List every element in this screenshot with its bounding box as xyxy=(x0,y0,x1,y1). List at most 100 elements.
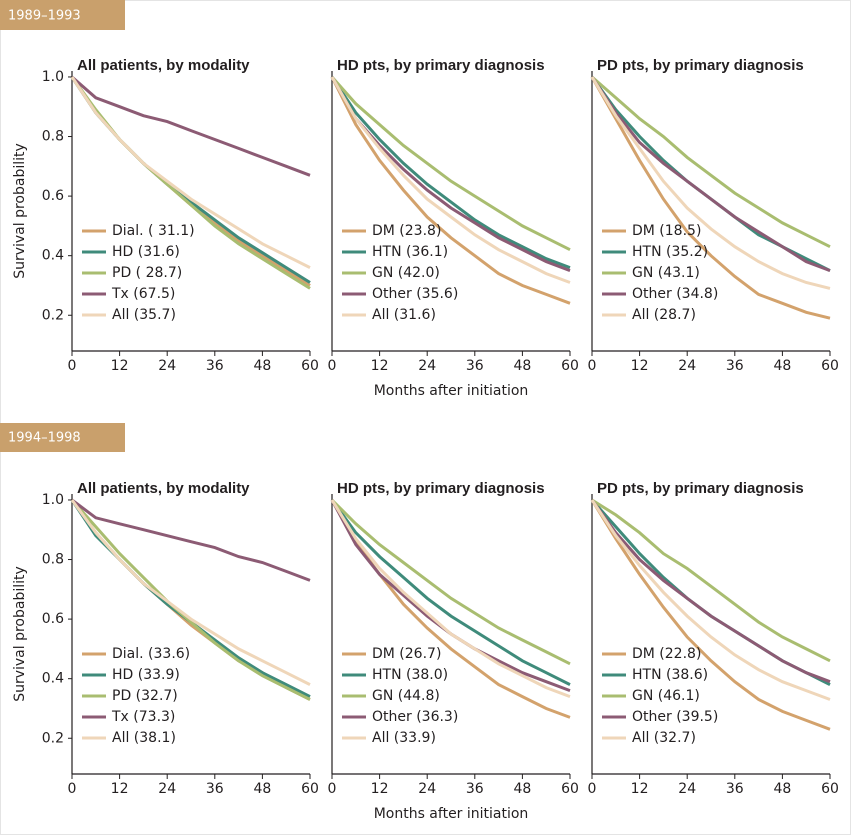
x-tick-label: 0 xyxy=(328,358,337,374)
legend-label: Other (35.6) xyxy=(372,286,458,302)
series-line xyxy=(70,499,311,701)
x-tick-label: 0 xyxy=(68,781,77,797)
y-tick-label: 0.4 xyxy=(42,671,64,687)
legend-label: Tx (73.3) xyxy=(111,709,175,725)
series-line xyxy=(591,75,831,249)
legend-label: DM (23.8) xyxy=(372,223,441,239)
y-tick-label: 1.0 xyxy=(42,492,64,508)
x-tick-label: 24 xyxy=(678,358,696,374)
x-tick-label: 12 xyxy=(631,358,649,374)
y-tick-label: 0.8 xyxy=(42,129,64,145)
series-line xyxy=(330,76,571,305)
legend-label: GN (42.0) xyxy=(372,265,440,281)
series-line xyxy=(590,76,831,290)
y-tick-label: 1.0 xyxy=(42,69,64,85)
legend-label: All (31.6) xyxy=(372,307,436,323)
x-tick-label: 48 xyxy=(773,358,791,374)
legend-label: All (35.7) xyxy=(112,307,176,323)
x-tick-label: 60 xyxy=(821,358,839,374)
legend-label: HD (33.9) xyxy=(112,667,180,683)
x-tick-label: 60 xyxy=(301,358,319,374)
series-line xyxy=(70,76,311,290)
series-line xyxy=(330,499,571,699)
y-axis-label: Survival probability xyxy=(12,566,28,702)
y-tick-label: 0.2 xyxy=(42,730,64,746)
legend-label: All (33.9) xyxy=(372,730,436,746)
x-tick-label: 48 xyxy=(253,781,271,797)
series-line xyxy=(330,498,571,666)
legend-label: All (32.7) xyxy=(632,730,696,746)
chart-title: All patients, by modality xyxy=(77,57,250,74)
legend-label: GN (43.1) xyxy=(632,265,700,281)
x-tick-label: 24 xyxy=(158,358,176,374)
series-line xyxy=(71,75,311,177)
legend-label: GN (46.1) xyxy=(632,688,700,704)
series-line xyxy=(590,499,831,686)
series-line xyxy=(590,499,831,731)
chart-title: PD pts, by primary diagnosis xyxy=(597,57,804,74)
chart-title: HD pts, by primary diagnosis xyxy=(337,57,545,74)
x-tick-label: 12 xyxy=(111,781,129,797)
legend-label: HTN (35.2) xyxy=(632,244,708,260)
x-tick-label: 36 xyxy=(466,358,484,374)
section-band: 1989–1993 xyxy=(0,0,125,30)
legend-label: GN (44.8) xyxy=(372,688,440,704)
section-label: 1994–1998 xyxy=(8,431,81,446)
section-label: 1989–1993 xyxy=(8,9,81,24)
x-tick-label: 60 xyxy=(301,781,319,797)
section-band: 1994–1998 xyxy=(0,423,125,452)
x-tick-label: 48 xyxy=(513,358,531,374)
x-tick-label: 36 xyxy=(726,358,744,374)
y-tick-label: 0.6 xyxy=(42,611,64,627)
series-line xyxy=(330,499,571,686)
series-line xyxy=(70,499,311,686)
legend-label: All (38.1) xyxy=(112,730,176,746)
x-tick-label: 12 xyxy=(371,358,389,374)
x-axis-label: Months after initiation xyxy=(374,806,529,822)
x-tick-label: 48 xyxy=(253,358,271,374)
section-band-bg xyxy=(0,0,125,30)
legend-label: Other (36.3) xyxy=(372,709,458,725)
x-tick-label: 24 xyxy=(158,781,176,797)
y-tick-label: 0.2 xyxy=(42,307,64,323)
legend-label: Other (34.8) xyxy=(632,286,718,302)
legend-label: PD ( 28.7) xyxy=(112,265,182,281)
chart-title: PD pts, by primary diagnosis xyxy=(597,480,804,497)
chart-title: HD pts, by primary diagnosis xyxy=(337,480,545,497)
legend-label: Tx (67.5) xyxy=(111,286,175,302)
x-tick-label: 24 xyxy=(418,781,436,797)
x-tick-label: 24 xyxy=(418,358,436,374)
x-tick-label: 12 xyxy=(631,781,649,797)
x-tick-label: 60 xyxy=(561,781,579,797)
legend-label: HTN (38.0) xyxy=(372,667,448,683)
x-tick-label: 36 xyxy=(206,358,224,374)
series-line xyxy=(590,76,831,273)
series-line xyxy=(330,76,571,273)
series-line xyxy=(590,499,831,701)
x-tick-label: 12 xyxy=(371,781,389,797)
x-axis-label: Months after initiation xyxy=(374,383,529,399)
x-tick-label: 48 xyxy=(773,781,791,797)
legend-label: HTN (38.6) xyxy=(632,667,708,683)
legend-label: All (28.7) xyxy=(632,307,696,323)
series-line xyxy=(70,76,311,269)
series-line xyxy=(330,76,571,252)
x-tick-label: 0 xyxy=(588,358,597,374)
x-tick-label: 36 xyxy=(206,781,224,797)
series-line xyxy=(71,498,311,582)
series-line xyxy=(330,76,571,284)
y-tick-label: 0.6 xyxy=(42,188,64,204)
legend-label: HTN (36.1) xyxy=(372,244,448,260)
series-line xyxy=(591,498,831,663)
y-axis-label: Survival probability xyxy=(12,143,28,279)
series-line xyxy=(330,76,571,270)
x-tick-label: 0 xyxy=(588,781,597,797)
series-line xyxy=(590,499,831,684)
y-tick-label: 0.8 xyxy=(42,552,64,568)
legend-label: DM (22.8) xyxy=(632,646,701,662)
series-line xyxy=(70,499,311,701)
x-tick-label: 48 xyxy=(513,781,531,797)
legend-label: Other (39.5) xyxy=(632,709,718,725)
